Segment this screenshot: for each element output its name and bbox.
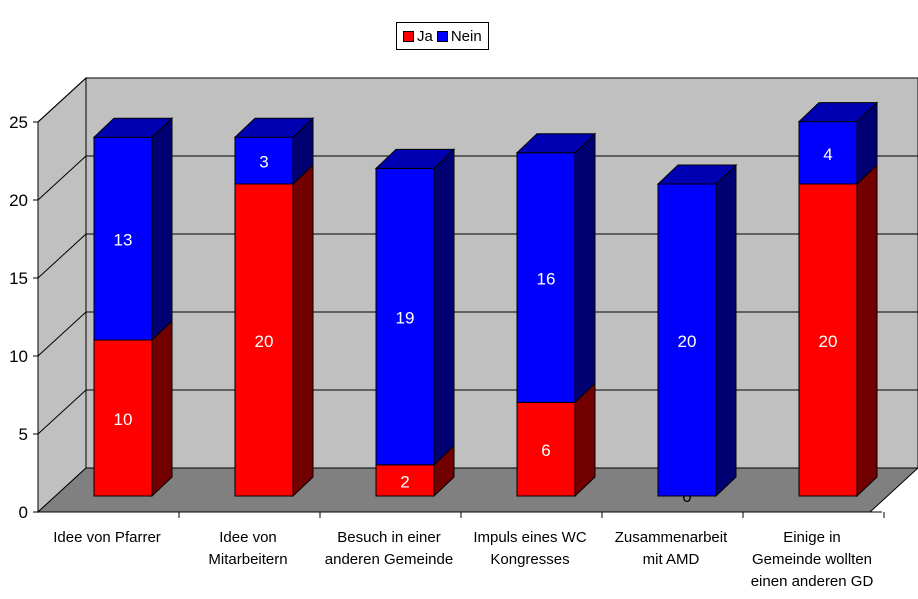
bar-nein — [234, 136, 294, 185]
bar-top — [374, 148, 456, 169]
legend: Ja Nein — [396, 22, 489, 50]
data-label: 6 — [541, 441, 550, 460]
bar-ja — [234, 183, 294, 497]
x-tick-label: Idee von Pfarrer — [53, 529, 161, 546]
x-tick-label: Impuls eines WC — [473, 529, 587, 546]
y-tick-label: 5 — [19, 425, 28, 444]
bar-side-ja — [856, 163, 878, 498]
bar-side-nein — [433, 148, 455, 466]
data-label: 16 — [537, 270, 556, 289]
x-tick-label: Mitarbeitern — [208, 551, 287, 568]
bar-side-ja — [292, 163, 314, 498]
bar-ja — [93, 339, 153, 497]
bar-side-ja — [151, 319, 173, 498]
gridline — [37, 77, 918, 123]
x-tick-label: Idee von — [219, 529, 277, 546]
legend-label-ja: Ja — [417, 27, 433, 45]
data-label: 3 — [259, 153, 268, 172]
bar-top — [515, 133, 597, 154]
data-label: 4 — [823, 145, 832, 164]
bar-nein — [375, 167, 435, 466]
side-wall — [37, 76, 87, 514]
x-tick-label: mit AMD — [643, 551, 700, 568]
bar-nein — [657, 183, 717, 497]
legend-item-ja: Ja — [403, 28, 433, 45]
x-tick-label: anderen Gemeinde — [325, 551, 453, 568]
data-label: 20 — [819, 332, 838, 351]
bar-top — [656, 164, 738, 185]
x-tick-label: Einige in — [783, 529, 841, 546]
x-tick-label: einen anderen GD — [751, 573, 874, 590]
y-tick-label: 10 — [9, 347, 28, 366]
bar-nein — [798, 121, 858, 185]
x-tick-label: Gemeinde wollten — [752, 551, 872, 568]
gridline — [37, 155, 918, 201]
data-label: 10 — [114, 410, 133, 429]
y-tick-label: 15 — [9, 269, 28, 288]
data-label: 2 — [400, 472, 409, 491]
bar-side-nein — [574, 132, 596, 404]
bar-ja — [516, 401, 576, 497]
legend-swatch-nein — [436, 30, 448, 42]
bar-top — [797, 102, 879, 123]
bar-ja — [375, 464, 435, 497]
x-tick-label: Zusammenarbeit — [615, 529, 728, 546]
legend-swatch-ja — [403, 30, 414, 42]
bar-side-nein — [715, 163, 737, 498]
bar-nein — [93, 136, 153, 341]
x-tick-label: Kongresses — [490, 551, 569, 568]
gridline — [37, 389, 918, 435]
y-tick-label: 20 — [9, 191, 28, 210]
bar-ja — [798, 183, 858, 497]
bar-top — [92, 117, 174, 138]
data-label: 19 — [396, 309, 415, 328]
bar-side-nein — [151, 117, 173, 342]
x-tick-label: Besuch in einer — [337, 529, 440, 546]
y-tick-label: 0 — [19, 503, 28, 522]
bar-side-ja — [574, 382, 596, 498]
bar-nein — [516, 152, 576, 403]
gridline — [37, 311, 918, 357]
back-wall — [85, 77, 918, 469]
data-label: 20 — [678, 332, 697, 351]
data-label: 20 — [255, 332, 274, 351]
data-label: 13 — [114, 231, 133, 250]
legend-item-nein: Nein — [436, 27, 482, 45]
legend-label-nein: Nein — [450, 27, 482, 45]
gridline — [37, 233, 918, 279]
y-tick-label: 25 — [9, 113, 28, 132]
bar-top — [233, 117, 315, 138]
